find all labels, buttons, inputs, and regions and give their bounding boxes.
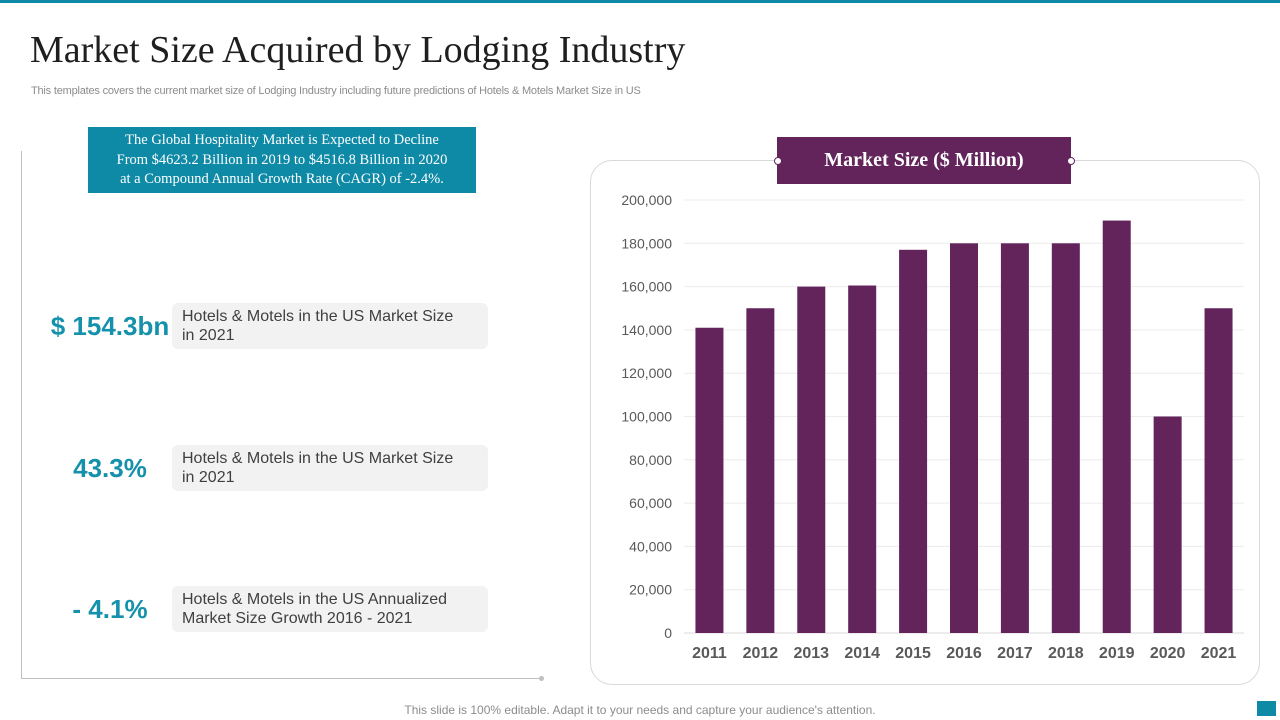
y-tick-label: 200,000 (621, 192, 672, 208)
chart-title: Market Size ($ Million) (777, 137, 1071, 184)
callout-line: From $4623.2 Billion in 2019 to $4516.8 … (116, 151, 448, 168)
bar-2011 (695, 327, 724, 633)
top-accent-bar (0, 0, 1280, 3)
corner-accent-square (1257, 701, 1276, 716)
bar-2016 (950, 243, 978, 634)
x-tick-label: 2013 (793, 645, 829, 662)
stat-value-growth: - 4.1% (72, 594, 148, 624)
left-frame-end-dot (539, 676, 544, 681)
x-tick-label: 2011 (692, 645, 727, 662)
left-frame-vertical-line (21, 151, 22, 678)
y-tick-label: 140,000 (621, 322, 672, 338)
callout-line: The Global Hospitality Market is Expecte… (125, 132, 439, 148)
y-tick-label: 180,000 (621, 235, 672, 251)
bar-2018 (1051, 243, 1080, 634)
stat-value-share: 43.3% (73, 453, 147, 483)
market-size-bar-chart: 0 20,000 40,000 60,000 80,000 100,000 120,000 1… (621, 192, 1244, 662)
bar-2015 (899, 249, 928, 634)
stat-label-line: Market Size Growth 2016 - 2021 (182, 610, 413, 627)
x-tick-label: 2021 (1201, 645, 1237, 662)
chart-title-right-dot (1067, 157, 1075, 165)
bar-2020 (1153, 416, 1182, 633)
x-tick-label: 2012 (743, 645, 779, 662)
x-tick-label: 2018 (1048, 645, 1084, 662)
bar-2019 (1102, 220, 1131, 633)
bar-2012 (746, 308, 775, 633)
callout-line: at a Compound Annual Growth Rate (CAGR) … (120, 171, 444, 187)
market-decline-callout: The Global Hospitality Market is Expecte… (88, 127, 476, 193)
x-tick-label: 2019 (1099, 645, 1135, 662)
y-tick-label: 80,000 (629, 452, 672, 468)
page-title: Market Size Acquired by Lodging Industry (30, 29, 686, 71)
footer-note: This slide is 100% editable. Adapt it to… (404, 703, 876, 717)
x-tick-label: 2014 (844, 645, 880, 662)
bar-2021 (1204, 308, 1233, 633)
stat-label-line: in 2021 (182, 327, 235, 344)
x-tick-label: 2016 (946, 645, 982, 662)
y-tick-label: 60,000 (629, 495, 672, 511)
stat-label-line: Hotels & Motels in the US Annualized (182, 591, 448, 608)
stat-label-line: in 2021 (182, 469, 235, 486)
bar-2017 (1000, 243, 1029, 634)
left-frame-horizontal-line (21, 678, 541, 679)
chart-title-left-dot (774, 157, 782, 165)
y-tick-label: 40,000 (629, 538, 672, 554)
page-subtitle: This templates covers the current market… (31, 85, 641, 97)
y-tick-label: 20,000 (629, 582, 672, 598)
y-tick-label: 0 (664, 625, 672, 641)
y-tick-label: 100,000 (621, 409, 672, 425)
y-tick-label: 160,000 (621, 279, 672, 295)
y-tick-label: 120,000 (621, 365, 672, 381)
stat-label-market-size: Hotels & Motels in the US Market Size in… (172, 303, 488, 349)
stat-label-growth: Hotels & Motels in the US Annualized Mar… (172, 586, 488, 632)
stat-label-line: Hotels & Motels in the US Market Size (182, 308, 454, 325)
bar-2014 (848, 285, 877, 633)
stat-label-line: Hotels & Motels in the US Market Size (182, 450, 454, 467)
x-tick-label: 2020 (1150, 645, 1186, 662)
x-tick-label: 2017 (997, 645, 1033, 662)
stat-value-market-size: $ 154.3bn (50, 311, 170, 341)
stat-label-share: Hotels & Motels in the US Market Size in… (172, 445, 488, 491)
x-tick-label: 2015 (895, 645, 931, 662)
bar-2013 (797, 286, 826, 633)
